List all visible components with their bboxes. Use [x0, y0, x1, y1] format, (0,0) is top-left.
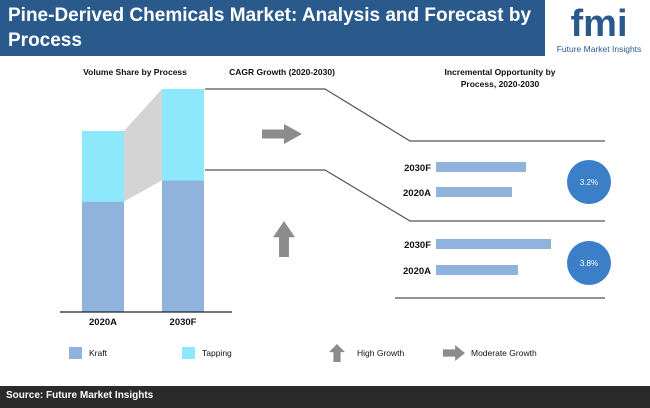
stacked-chart-title: Volume Share by Process — [83, 67, 187, 77]
logo-mark-text: fmi — [571, 3, 628, 44]
legend-swatch-tapping — [182, 347, 195, 359]
bar-2020A-tapping — [82, 131, 124, 202]
bar-2030F-kraft — [162, 180, 204, 312]
legend-label-tapping: Tapping — [202, 348, 232, 358]
page-title: Pine-Derived Chemicals Market: Analysis … — [8, 5, 532, 51]
logo-caption: Future Market Insights — [556, 44, 642, 54]
incremental-title: Incremental Opportunity by Process, 2020-… — [445, 67, 556, 89]
cagr-bubble-tapping — [567, 160, 611, 204]
connector-line-top — [205, 88, 605, 142]
opp-bar-tapping-2020A — [436, 187, 512, 197]
x-tick-label-2030F: 2030F — [170, 317, 197, 328]
legend-label-moderate-growth: Moderate Growth — [471, 348, 537, 358]
opp-bar-tapping-2030F — [436, 162, 526, 172]
cagr-bubble-kraft — [567, 241, 611, 285]
fmi-logo: fmi Future Market Insights — [548, 0, 650, 56]
opp-label-kraft-2030F: 2030F — [404, 240, 431, 251]
fmi-logo-mark: fmi — [571, 3, 628, 45]
bar-2020A-kraft — [82, 201, 124, 312]
cagr-value-kraft: 3.8% — [580, 259, 598, 268]
opp-bar-kraft-2020A — [436, 265, 518, 275]
infographic-chart: Volume Share by Process 2020A 2030F CAGR Gr… — [60, 67, 611, 362]
opp-label-kraft-2020A: 2020A — [403, 266, 431, 277]
opp-label-tapping-2020A: 2020A — [403, 188, 431, 199]
legend-up-arrow-icon — [329, 344, 345, 362]
legend-label-kraft: Kraft — [89, 348, 108, 358]
footer-bar: Source: Future Market Insights — [0, 386, 650, 408]
right-arrow-icon — [262, 124, 302, 144]
legend-swatch-kraft — [69, 347, 82, 359]
connector-line-bottom — [205, 169, 605, 222]
x-tick-label-2020A: 2020A — [89, 317, 117, 328]
opp-bar-kraft-2030F — [436, 239, 551, 249]
cagr-value-tapping: 3.2% — [580, 178, 598, 187]
opp-label-tapping-2030F: 2030F — [404, 163, 431, 174]
header-banner: Pine-Derived Chemicals Market: Analysis … — [0, 0, 545, 56]
source-note: Source: Future Market Insights — [6, 390, 154, 401]
up-arrow-icon — [273, 221, 295, 257]
legend-right-arrow-icon — [443, 345, 465, 361]
cagr-title: CAGR Growth (2020-2030) — [229, 67, 335, 77]
legend-label-high-growth: High Growth — [357, 348, 405, 358]
stack-connector — [124, 89, 162, 202]
bar-2030F-tapping — [162, 89, 204, 181]
